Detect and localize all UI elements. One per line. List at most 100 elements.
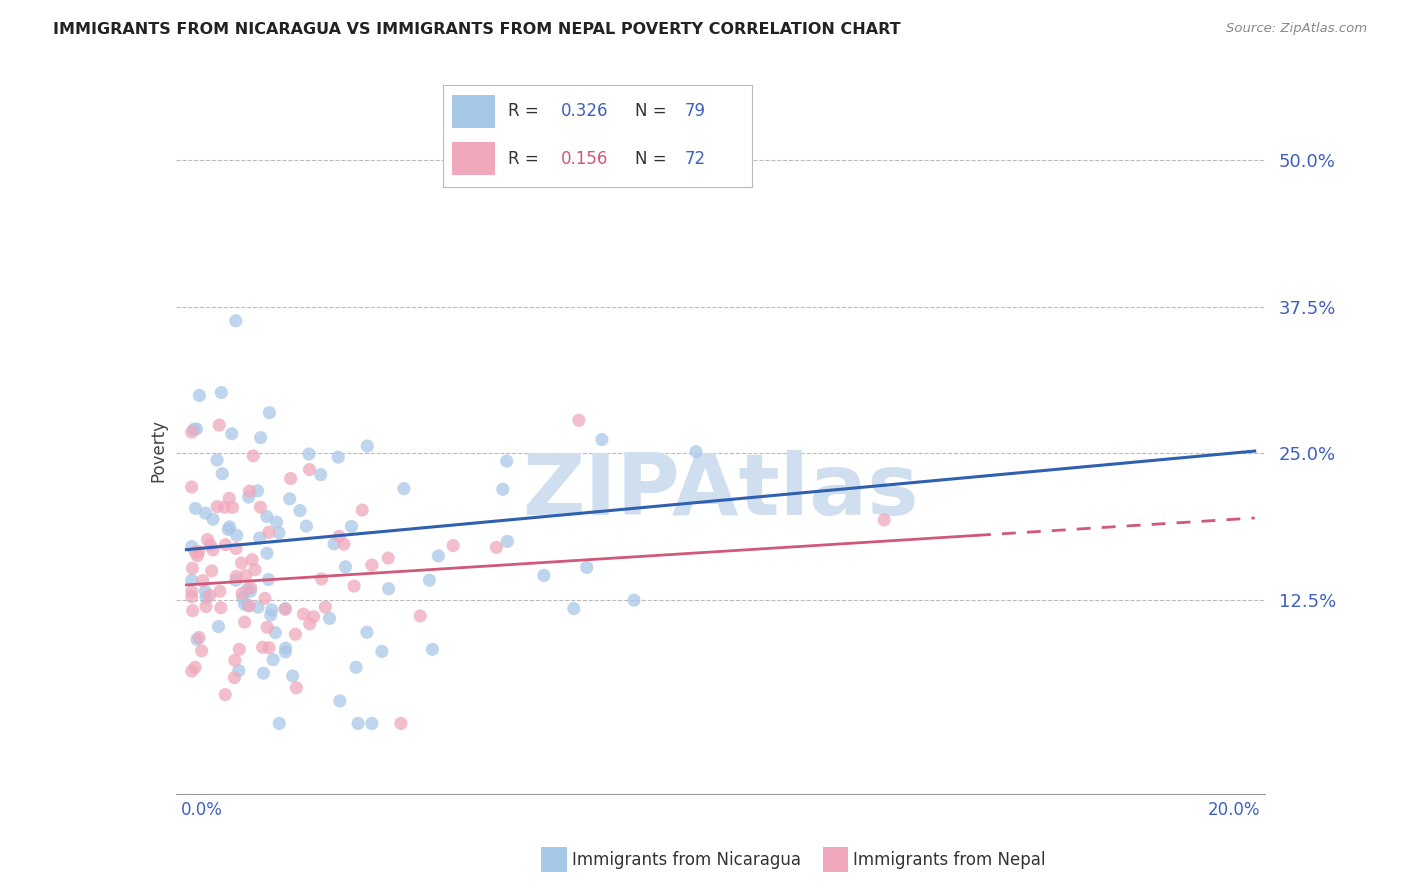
Point xyxy=(195,599,218,614)
Point xyxy=(239,581,262,595)
Point xyxy=(209,600,232,615)
Point xyxy=(377,582,399,596)
Point xyxy=(329,694,352,708)
Point xyxy=(257,640,280,655)
Point xyxy=(208,418,231,433)
Point xyxy=(184,660,207,674)
Text: 20.0%: 20.0% xyxy=(1208,801,1260,819)
Point xyxy=(180,480,202,494)
Point xyxy=(356,439,378,453)
Point xyxy=(266,515,288,529)
Point xyxy=(207,619,229,633)
Point xyxy=(238,598,260,612)
Point xyxy=(257,525,280,540)
Text: Source: ZipAtlas.com: Source: ZipAtlas.com xyxy=(1226,22,1367,36)
Point xyxy=(278,491,301,506)
Point xyxy=(274,601,297,615)
Y-axis label: Poverty: Poverty xyxy=(149,419,167,482)
Point xyxy=(274,645,297,659)
Point xyxy=(228,642,250,657)
Point xyxy=(225,569,247,583)
Point xyxy=(257,573,280,587)
Text: Immigrants from Nicaragua: Immigrants from Nicaragua xyxy=(572,851,801,869)
Point xyxy=(183,422,205,436)
Point xyxy=(205,453,228,467)
Point xyxy=(214,500,236,515)
Point xyxy=(249,431,271,445)
Point xyxy=(246,483,269,498)
Text: 79: 79 xyxy=(685,103,706,120)
Point xyxy=(335,559,357,574)
Point xyxy=(409,609,432,624)
Point xyxy=(252,666,274,681)
Point xyxy=(256,620,278,634)
Point xyxy=(225,314,247,328)
Point xyxy=(253,591,276,606)
Point xyxy=(239,584,262,599)
Point xyxy=(274,602,297,616)
Point xyxy=(361,558,384,573)
Point xyxy=(238,599,260,613)
Point xyxy=(197,533,219,547)
Text: N =: N = xyxy=(634,150,672,168)
Point xyxy=(533,568,555,582)
Point xyxy=(240,552,263,566)
Point xyxy=(180,584,202,599)
Point xyxy=(591,433,613,447)
Point xyxy=(333,537,356,551)
Point xyxy=(214,688,236,702)
Point xyxy=(269,716,291,731)
Point xyxy=(389,716,412,731)
Point xyxy=(191,574,214,588)
Point xyxy=(195,591,218,605)
Point xyxy=(441,539,464,553)
Point xyxy=(259,608,281,623)
Point xyxy=(302,609,325,624)
Point xyxy=(311,572,333,586)
Point xyxy=(194,584,217,599)
Point xyxy=(180,425,202,440)
Point xyxy=(218,491,240,506)
Point xyxy=(260,603,283,617)
Point xyxy=(247,600,270,615)
Point xyxy=(298,462,321,476)
Point xyxy=(496,534,519,549)
Point xyxy=(238,490,260,504)
Point xyxy=(873,513,896,527)
Point xyxy=(225,541,247,556)
Point xyxy=(371,644,394,658)
Point xyxy=(190,644,212,658)
Point xyxy=(267,525,290,540)
Point xyxy=(194,506,217,520)
Point xyxy=(180,664,202,678)
Point xyxy=(340,519,363,533)
Point xyxy=(243,563,266,577)
Point xyxy=(181,561,204,575)
Point xyxy=(224,653,246,667)
Point xyxy=(225,574,247,588)
Point xyxy=(201,564,224,578)
Text: ZIPAtlas: ZIPAtlas xyxy=(522,450,920,533)
Text: R =: R = xyxy=(508,150,544,168)
Point xyxy=(249,531,271,545)
Point xyxy=(318,611,340,625)
Point xyxy=(328,450,350,465)
Point xyxy=(259,406,281,420)
Point xyxy=(298,616,321,631)
Point xyxy=(202,542,225,557)
Point xyxy=(218,520,240,534)
Point xyxy=(377,551,399,566)
Point xyxy=(233,615,256,629)
Point xyxy=(568,413,591,427)
Point xyxy=(288,503,311,517)
Point xyxy=(198,589,221,603)
Point xyxy=(295,519,318,533)
Point xyxy=(256,509,278,524)
Point xyxy=(180,540,202,554)
Point xyxy=(211,467,233,481)
Point xyxy=(575,560,598,574)
Point xyxy=(224,671,246,685)
Point xyxy=(235,568,257,582)
Point xyxy=(252,640,274,655)
Point xyxy=(343,579,366,593)
